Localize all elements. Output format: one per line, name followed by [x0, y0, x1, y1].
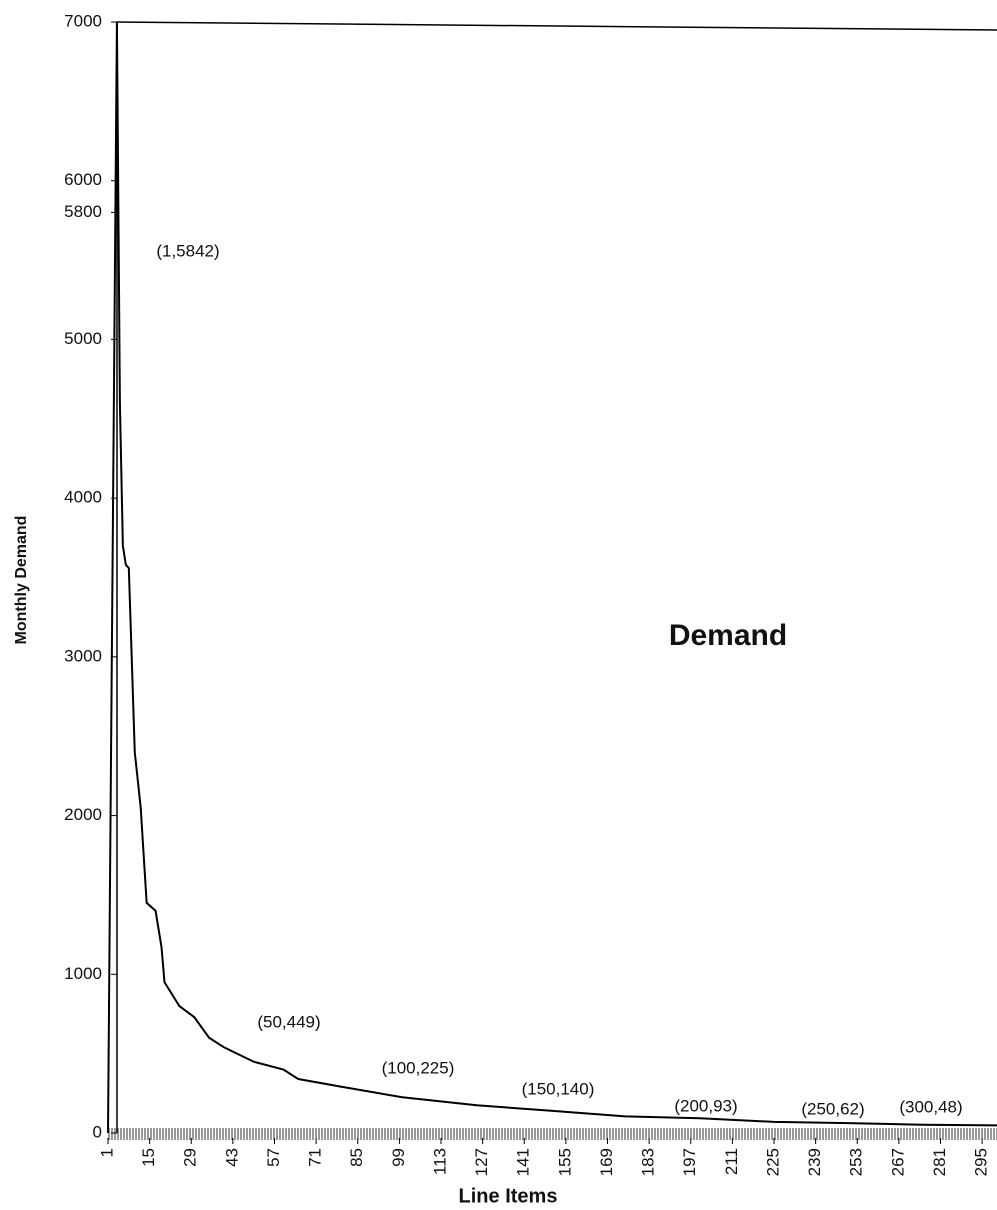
x-tick-label: 197 [680, 1148, 699, 1176]
y-tick-label: 5000 [64, 329, 102, 348]
y-tick-label: 3000 [64, 646, 102, 665]
annotation: (300,48) [899, 1097, 962, 1116]
x-tick-label: 183 [639, 1148, 658, 1176]
y-tick-label: 2000 [64, 805, 102, 824]
x-tick-label: 295 [972, 1148, 991, 1176]
x-tick-label: 57 [264, 1148, 283, 1167]
legend-label: Demand [669, 619, 787, 652]
y-tick-label: 7000 [64, 11, 102, 30]
plot-border [116, 21, 997, 31]
x-axis-band [108, 1128, 997, 1140]
x-tick-label: 169 [597, 1148, 616, 1176]
x-tick-label: 113 [430, 1148, 449, 1175]
x-tick-label: 225 [763, 1148, 782, 1176]
annotation: (50,449) [257, 1012, 320, 1031]
y-tick-label: 4000 [64, 488, 102, 507]
x-tick-label: 71 [306, 1148, 325, 1167]
y-tick-label: 5800 [64, 202, 102, 221]
x-tick-label: 29 [181, 1148, 200, 1167]
annotation: (1,5842) [156, 241, 219, 260]
y-tick-label: 6000 [64, 170, 102, 189]
x-axis-label: Line Items [459, 1185, 558, 1207]
x-tick-label: 281 [930, 1148, 949, 1176]
annotation: (250,62) [801, 1099, 864, 1118]
annotation: (200,93) [674, 1096, 737, 1115]
x-tick-label: 15 [139, 1148, 158, 1167]
annotation: (100,225) [382, 1058, 455, 1077]
x-tick-label: 141 [514, 1148, 533, 1176]
y-tick-label: 0 [93, 1122, 102, 1141]
x-tick-label: 211 [722, 1148, 741, 1175]
y-axis-label: Monthly Demand [13, 516, 30, 645]
x-tick-label: 253 [847, 1148, 866, 1176]
y-tick-label: 1000 [64, 964, 102, 983]
x-tick-label: 1 [97, 1148, 116, 1157]
x-tick-label: 239 [805, 1148, 824, 1176]
x-tick-label: 127 [472, 1148, 491, 1176]
x-tick-label: 267 [888, 1148, 907, 1176]
x-tick-label: 155 [555, 1148, 574, 1176]
x-tick-label: 43 [222, 1148, 241, 1167]
annotation: (150,140) [522, 1079, 595, 1098]
x-tick-label: 85 [347, 1148, 366, 1167]
data-line [107, 21, 997, 1134]
x-tick-label: 99 [389, 1148, 408, 1167]
